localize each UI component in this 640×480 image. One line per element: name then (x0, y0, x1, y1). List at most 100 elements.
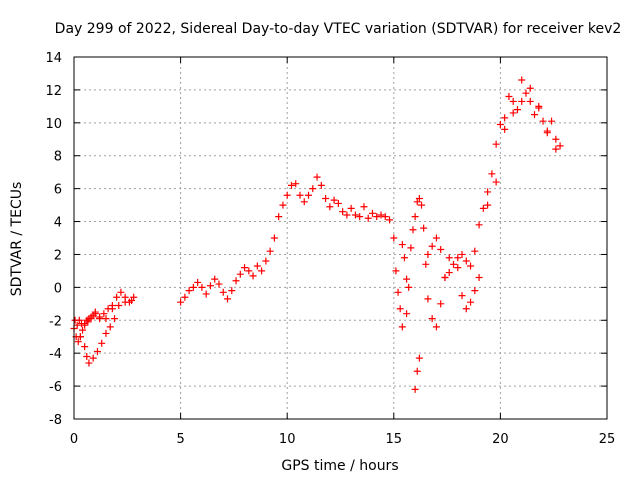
data-point (509, 97, 517, 105)
data-point (343, 211, 351, 219)
data-point (484, 188, 492, 196)
data-point (89, 354, 97, 362)
data-point (102, 329, 110, 337)
data-point (93, 348, 101, 356)
data-point (270, 234, 278, 242)
data-point (479, 204, 487, 212)
data-point (415, 354, 423, 362)
data-point (347, 204, 355, 212)
data-point (84, 318, 92, 326)
data-point (398, 323, 406, 331)
data-point (322, 195, 330, 203)
data-point (360, 203, 368, 211)
data-point (400, 254, 408, 262)
data-point (509, 109, 517, 117)
data-point (279, 201, 287, 209)
data-point (339, 208, 347, 216)
data-point (394, 288, 402, 296)
data-point (518, 76, 526, 84)
data-point (85, 359, 93, 367)
data-point (81, 321, 89, 329)
y-tick-label: 10 (45, 117, 62, 132)
y-tick-label: 4 (54, 216, 62, 231)
x-tick-label: 15 (386, 432, 403, 447)
data-point (556, 142, 564, 150)
data-point (194, 278, 202, 286)
data-point (351, 211, 359, 219)
data-point (501, 114, 509, 122)
data-point (96, 315, 104, 323)
data-point (424, 295, 432, 303)
data-point (403, 275, 411, 283)
data-point (424, 250, 432, 258)
data-point (300, 198, 308, 206)
data-point (275, 213, 283, 221)
x-tick-label: 25 (599, 432, 616, 447)
data-point (292, 180, 300, 188)
data-point (492, 140, 500, 148)
x-tick-label: 0 (70, 432, 78, 447)
data-point (262, 257, 270, 265)
data-point (407, 244, 415, 252)
y-axis-label: SDTVAR / TECUs (9, 182, 25, 297)
data-point (437, 246, 445, 254)
data-point (526, 97, 534, 105)
data-point (415, 195, 423, 203)
data-point (198, 283, 206, 291)
data-point (241, 264, 249, 272)
data-point (91, 308, 99, 316)
data-point (413, 367, 421, 375)
data-point (411, 213, 419, 221)
data-point (552, 135, 560, 143)
data-point (87, 315, 95, 323)
data-point (121, 298, 129, 306)
data-point (403, 310, 411, 318)
data-point (471, 247, 479, 255)
data-point (98, 339, 106, 347)
data-point (373, 213, 381, 221)
data-point (449, 260, 457, 268)
data-point (228, 287, 236, 295)
y-tick-label: -4 (49, 347, 62, 362)
y-tick-label: -6 (49, 380, 62, 395)
data-point (258, 267, 266, 275)
data-point (428, 242, 436, 250)
data-point (418, 201, 426, 209)
data-point (368, 209, 376, 217)
data-point (202, 290, 210, 298)
data-point (249, 272, 257, 280)
data-point (535, 102, 543, 110)
y-tick-label: 12 (45, 84, 62, 99)
data-point (422, 260, 430, 268)
data-point (77, 320, 85, 328)
data-point (117, 288, 125, 296)
data-point (462, 257, 470, 265)
data-point (211, 275, 219, 283)
data-point (543, 129, 551, 137)
data-point (115, 301, 123, 309)
data-point (392, 267, 400, 275)
data-point (531, 111, 539, 119)
data-point (420, 224, 428, 232)
data-point (526, 84, 534, 92)
data-point (224, 295, 232, 303)
data-point (108, 305, 116, 313)
data-point (326, 203, 334, 211)
data-point (283, 191, 291, 199)
data-point (386, 216, 394, 224)
data-point (236, 270, 244, 278)
grid-lines (74, 57, 607, 419)
y-tick-label: 0 (54, 281, 62, 296)
data-point (398, 241, 406, 249)
data-point (432, 234, 440, 242)
data-point (475, 221, 483, 229)
data-point (74, 338, 82, 346)
y-tick-label: -2 (49, 314, 62, 329)
y-tick-label: 2 (54, 248, 62, 263)
data-point (181, 293, 189, 301)
data-point (128, 297, 136, 305)
data-points (70, 76, 564, 393)
data-point (106, 323, 114, 331)
data-point (100, 310, 108, 318)
